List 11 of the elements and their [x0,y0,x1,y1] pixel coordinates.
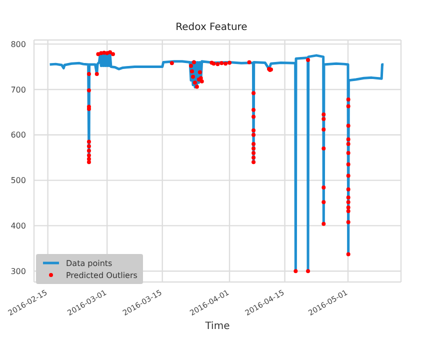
legend-label: Data points [66,258,112,268]
y-tick-label: 800 [10,40,26,49]
line-series [48,51,385,272]
chart-title: Redox Feature [174,22,248,33]
x-axis-title: Time [204,321,230,332]
y-tick-label: 600 [10,130,26,140]
y-tick-label: 400 [10,222,26,231]
y-tick-label: 500 [10,176,26,186]
y-tick-label: 700 [10,85,26,94]
legend-label: Predicted Outliers [66,270,138,280]
y-tick-label: 300 [10,266,26,276]
